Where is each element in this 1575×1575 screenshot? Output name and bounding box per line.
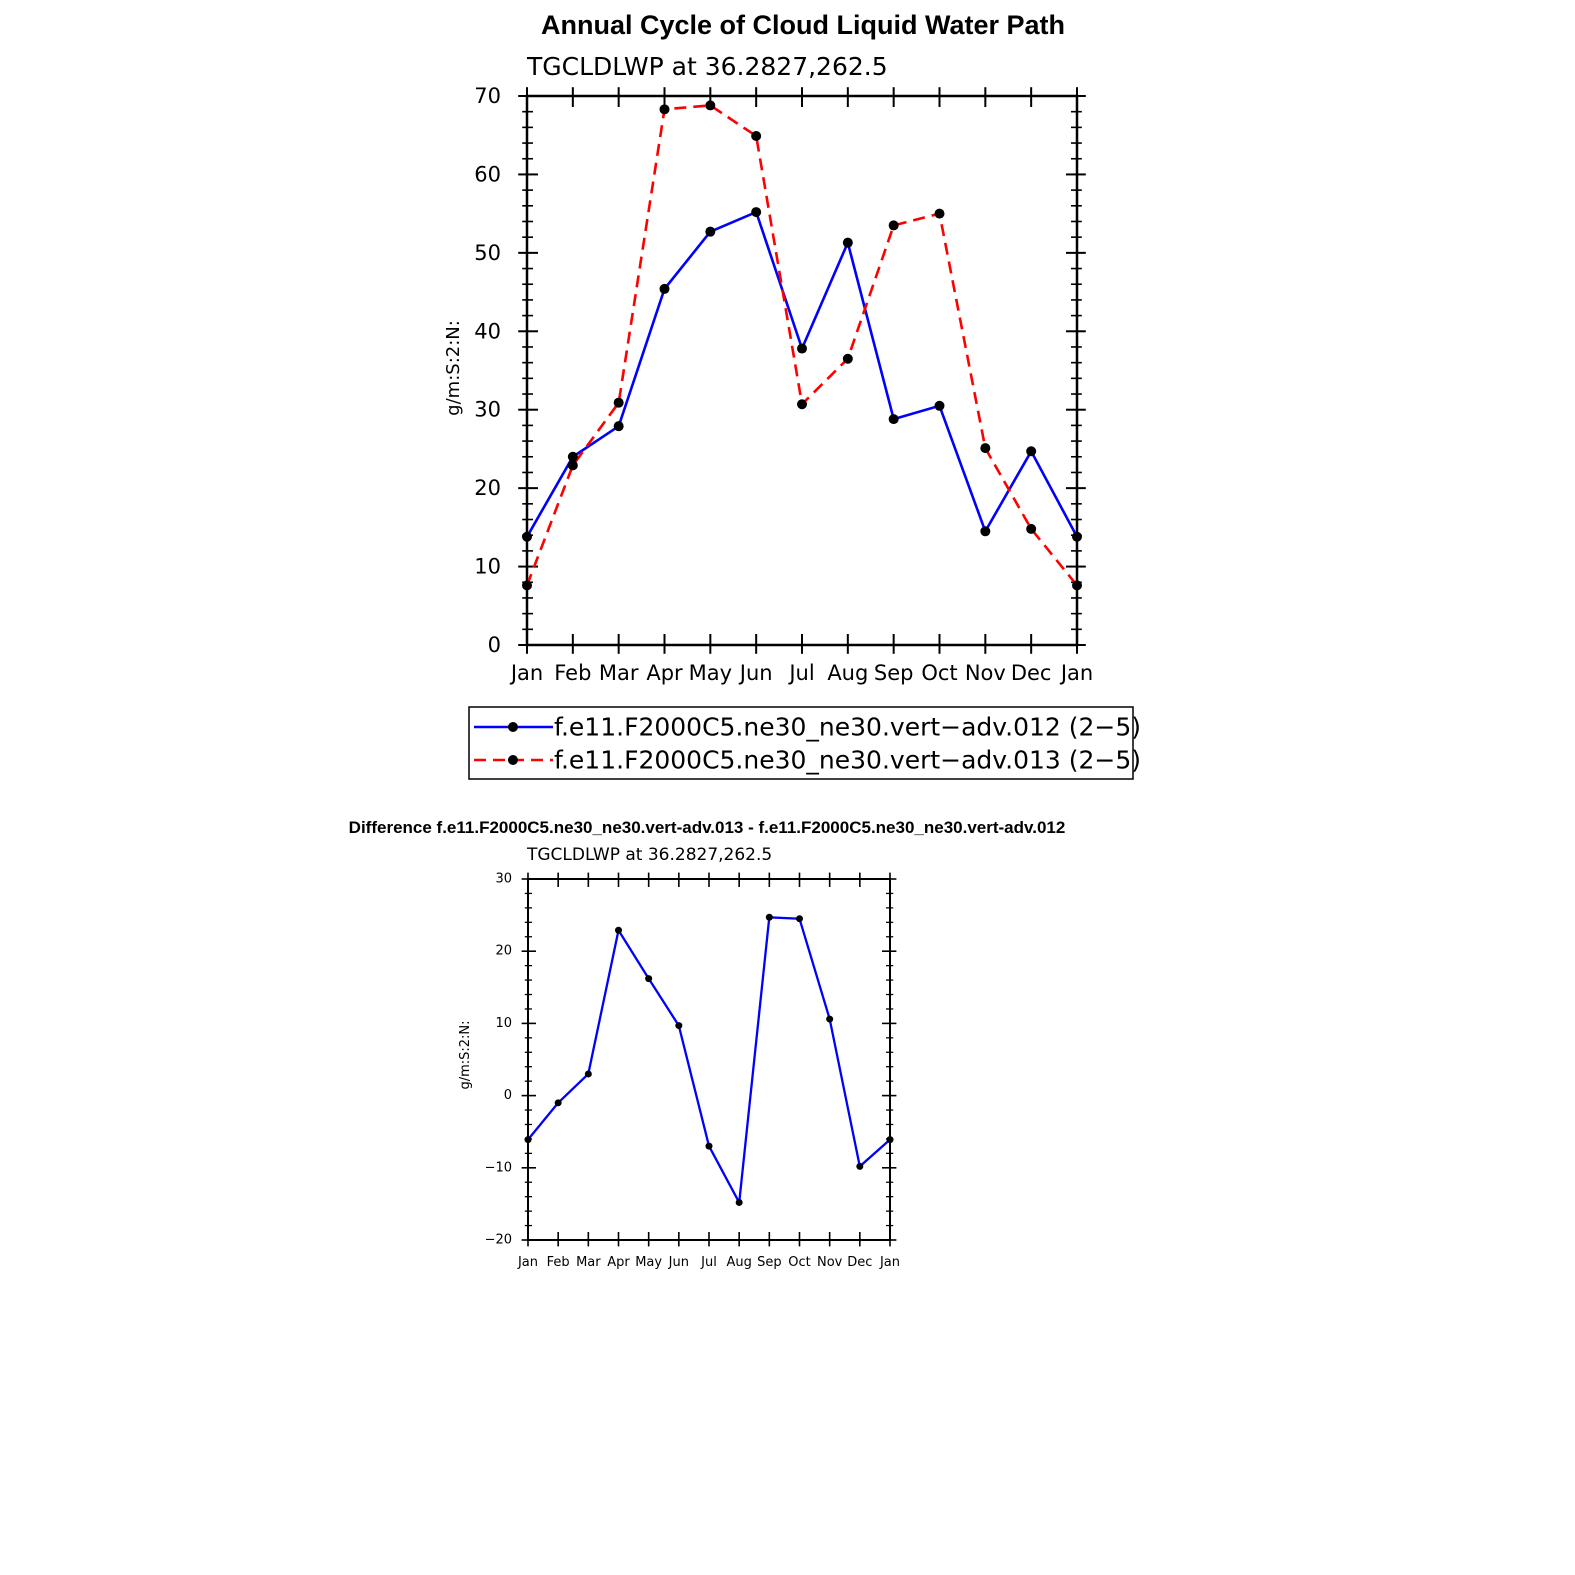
annual-cycle-chart: Annual Cycle of Cloud Liquid Water Path … <box>443 10 1141 780</box>
series-1-point <box>735 1198 743 1206</box>
series-1-point <box>584 1070 592 1078</box>
series-2-point <box>751 130 762 141</box>
x-tick-label: Oct <box>921 661 957 685</box>
x-tick-label: Apr <box>607 1255 630 1270</box>
series-1-point <box>705 226 716 237</box>
y-tick-label: −20 <box>485 1233 512 1248</box>
x-tick-label: Jan <box>879 1255 900 1270</box>
series-1-point <box>613 421 624 432</box>
series-1-point <box>980 526 991 537</box>
y-tick-label: 20 <box>495 944 512 959</box>
x-tick-label: Sep <box>757 1255 782 1270</box>
series-2-point <box>980 443 991 454</box>
axes <box>518 87 1086 654</box>
tick-labels: Jan Feb Mar Apr May Jun Jul Aug Sep Oct Nov Dec Jan 0… <box>474 84 1093 685</box>
series-1-point <box>615 926 622 934</box>
x-tick-label: Aug <box>726 1255 751 1270</box>
series-2-point <box>1026 523 1037 534</box>
series-1-point <box>675 1022 683 1030</box>
x-tick-label: Feb <box>554 661 591 685</box>
x-tick-label: Jan <box>517 1255 538 1270</box>
series-1-point <box>554 1099 562 1107</box>
series-1-point <box>934 400 945 411</box>
series-1-point <box>796 915 803 923</box>
series-1-point <box>1026 446 1037 457</box>
x-tick-label: May <box>635 1255 662 1270</box>
series-1-point <box>842 237 853 248</box>
x-tick-label: Aug <box>827 661 868 685</box>
x-tick-label: Oct <box>788 1255 810 1270</box>
y-tick-label: 20 <box>474 476 501 500</box>
series-2-point <box>842 353 853 364</box>
y-tick-label: −10 <box>485 1160 512 1175</box>
series-1-point <box>645 975 653 983</box>
x-tick-label: Jun <box>668 1255 689 1270</box>
x-tick-label: Nov <box>965 661 1006 685</box>
series-2-point <box>613 397 624 408</box>
x-tick-label: Mar <box>599 661 639 685</box>
x-tick-label: Sep <box>874 661 914 685</box>
x-tick-label: Dec <box>1011 661 1052 685</box>
series-2-point <box>705 100 716 111</box>
difference-series-layer <box>524 913 894 1207</box>
y-tick-label: 10 <box>495 1016 512 1031</box>
series-2-point <box>522 580 532 591</box>
series-2-point <box>934 208 945 219</box>
series-2-point <box>567 460 578 471</box>
series-1-point <box>826 1015 834 1023</box>
chart-subtitle: TGCLDLWP at 36.2827,262.5 <box>526 52 888 81</box>
series-1-point <box>524 1136 532 1144</box>
y-tick-label: 30 <box>474 398 501 422</box>
difference-tick-labels: Jan Feb Mar Apr May Jun Jul Aug Sep Oct Nov Dec Jan−… <box>485 872 900 1271</box>
series-1-point <box>751 207 762 218</box>
series-1-point <box>1072 531 1082 542</box>
x-tick-label: Jun <box>738 661 773 685</box>
chart-title: Annual Cycle of Cloud Liquid Water Path <box>541 10 1065 40</box>
y-tick-label: 50 <box>474 241 501 265</box>
series-1-point <box>522 531 532 542</box>
x-tick-label: Apr <box>646 661 683 685</box>
x-tick-label: Mar <box>576 1255 601 1270</box>
series-1-point <box>886 1136 894 1144</box>
y-tick-label: 0 <box>504 1088 512 1103</box>
y-tick-label: 30 <box>495 872 512 887</box>
x-tick-label: Dec <box>847 1255 872 1270</box>
legend-marker-1 <box>508 722 518 732</box>
series-layer <box>522 100 1082 591</box>
x-tick-label: Feb <box>547 1255 570 1270</box>
series-2-point <box>659 104 670 115</box>
y-tick-label: 0 <box>488 633 501 657</box>
series-1-point <box>797 343 807 354</box>
x-tick-label: Nov <box>817 1255 843 1270</box>
legend: f.e11.F2000C5.ne30_ne30.vert−adv.012 (2−… <box>468 706 1141 780</box>
difference-y-axis-label: g/m:S:2:N: <box>458 1020 473 1089</box>
x-tick-label: Jul <box>700 1255 717 1270</box>
x-tick-label: Jul <box>787 661 814 685</box>
x-tick-label: Jan <box>509 661 543 685</box>
series-2-point <box>797 399 807 410</box>
legend-marker-2 <box>508 755 518 765</box>
difference-subtitle: TGCLDLWP at 36.2827,262.5 <box>526 845 772 865</box>
series-1-point <box>888 414 899 425</box>
x-tick-label: Jan <box>1059 661 1093 685</box>
legend-box <box>468 706 1134 780</box>
x-tick-label: May <box>689 661 732 685</box>
series-1-point <box>567 451 578 462</box>
legend-label-2: f.e11.F2000C5.ne30_ne30.vert−adv.013 (2−… <box>554 746 1141 775</box>
y-tick-label: 60 <box>474 162 501 186</box>
series-1-point <box>856 1162 864 1170</box>
y-axis-label: g/m:S:2:N: <box>443 320 464 416</box>
series-1-point <box>659 283 670 294</box>
series-2-point <box>1072 580 1082 591</box>
series-1-point <box>765 913 773 921</box>
y-tick-label: 40 <box>474 319 501 343</box>
y-tick-label: 10 <box>474 555 501 579</box>
legend-label-1: f.e11.F2000C5.ne30_ne30.vert−adv.012 (2−… <box>554 713 1141 742</box>
series-2-point <box>888 220 899 231</box>
series-1-point <box>705 1142 713 1150</box>
difference-title: Difference f.e11.F2000C5.ne30_ne30.vert-… <box>349 818 1066 837</box>
difference-chart: Difference f.e11.F2000C5.ne30_ne30.vert-… <box>349 818 1066 1270</box>
y-tick-label: 70 <box>474 84 501 108</box>
